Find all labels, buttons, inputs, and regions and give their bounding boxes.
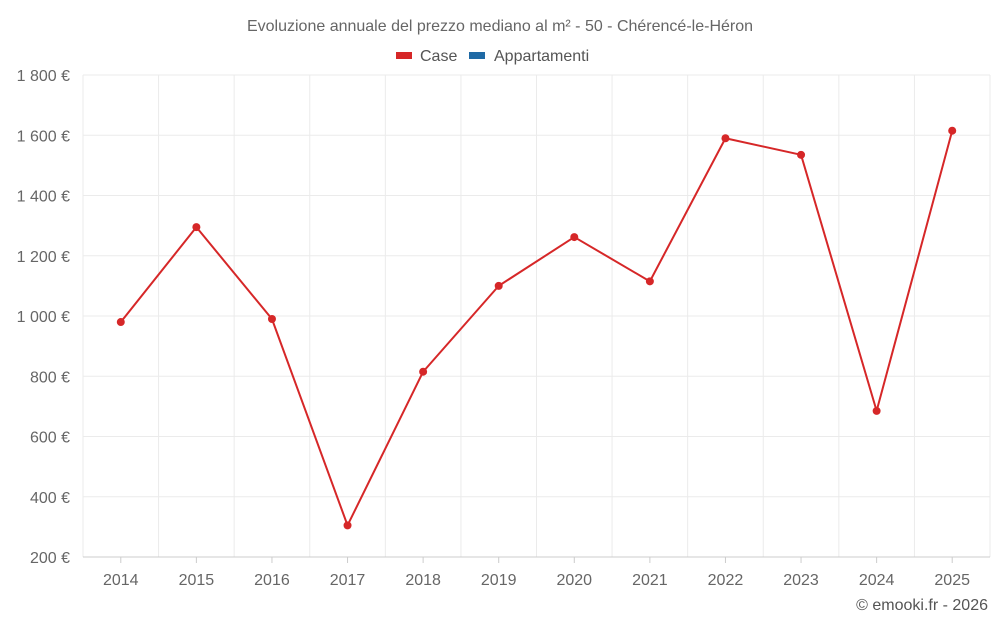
legend-swatch-appartamenti xyxy=(469,52,485,59)
x-tick-label: 2024 xyxy=(859,572,895,589)
y-tick-label: 400 € xyxy=(30,490,70,507)
series-case xyxy=(116,126,957,530)
x-tick-label: 2016 xyxy=(254,572,290,589)
data-point[interactable] xyxy=(192,223,201,232)
y-tick-label: 600 € xyxy=(30,430,70,447)
data-point[interactable] xyxy=(570,233,579,242)
y-tick-label: 1 800 € xyxy=(17,68,70,85)
data-point[interactable] xyxy=(267,315,276,324)
y-tick-label: 1 600 € xyxy=(17,128,70,145)
x-tick-label: 2021 xyxy=(632,572,668,589)
chart-title: Evoluzione annuale del prezzo mediano al… xyxy=(247,18,753,35)
x-tick-label: 2023 xyxy=(783,572,819,589)
legend: Case Appartamenti xyxy=(396,48,589,65)
data-point[interactable] xyxy=(872,406,881,415)
y-tick-label: 1 000 € xyxy=(17,309,70,326)
y-tick-label: 800 € xyxy=(30,369,70,386)
x-axis: 2014 2015 2016 2017 2018 2019 2020 2021 2022 2023… xyxy=(83,556,990,589)
legend-swatch-case xyxy=(396,52,412,59)
x-tick-label: 2025 xyxy=(934,572,970,589)
data-point[interactable] xyxy=(721,134,730,143)
data-point[interactable] xyxy=(419,367,428,376)
legend-item-appartamenti[interactable]: Appartamenti xyxy=(469,48,589,65)
data-point[interactable] xyxy=(343,521,352,530)
y-tick-label: 200 € xyxy=(30,550,70,567)
x-tick-label: 2017 xyxy=(330,572,366,589)
x-tick-label: 2020 xyxy=(556,572,592,589)
series-line-case xyxy=(120,130,954,527)
credit-text: © emooki.fr - 2026 xyxy=(856,597,988,614)
data-point[interactable] xyxy=(116,318,125,327)
y-axis: 200 € 400 € 600 € 800 € 1 000 € 1 200 € 1 400 … xyxy=(17,68,70,567)
x-tick-label: 2022 xyxy=(708,572,744,589)
legend-item-case[interactable]: Case xyxy=(396,48,457,65)
grid xyxy=(82,74,991,557)
y-tick-label: 1 200 € xyxy=(17,249,70,266)
x-tick-label: 2015 xyxy=(179,572,215,589)
data-point[interactable] xyxy=(645,277,654,286)
data-point[interactable] xyxy=(948,126,957,135)
y-tick-label: 1 400 € xyxy=(17,189,70,206)
data-point[interactable] xyxy=(797,150,806,159)
legend-label-case: Case xyxy=(420,48,457,65)
x-tick-label: 2018 xyxy=(405,572,441,589)
legend-label-appartamenti: Appartamenti xyxy=(494,48,589,65)
data-point[interactable] xyxy=(494,281,503,290)
x-tick-label: 2019 xyxy=(481,572,517,589)
x-tick-label: 2014 xyxy=(103,572,139,589)
